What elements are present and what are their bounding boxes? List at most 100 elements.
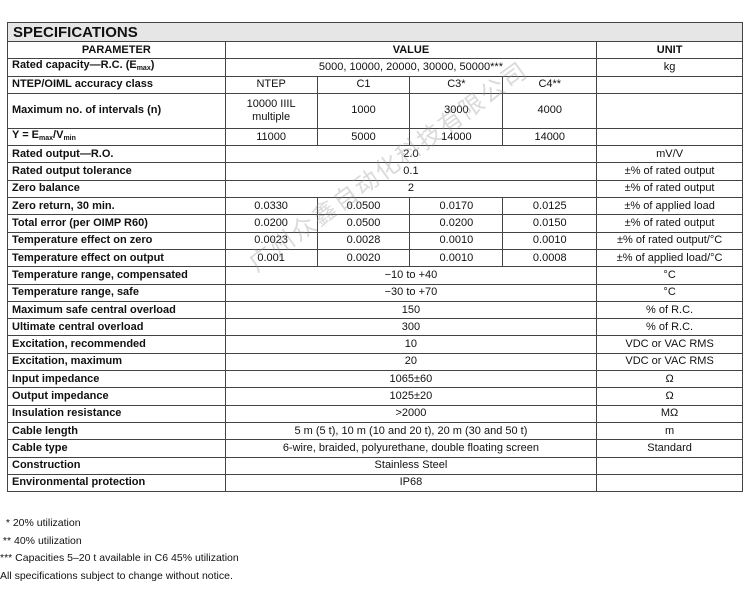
value-cell: C1 xyxy=(316,75,411,94)
table-title: SPECIFICATIONS xyxy=(7,22,743,42)
value-cell: −10 to +40 xyxy=(224,266,598,285)
table-row: Cable type 6-wire, braided, polyurethane,… xyxy=(7,439,743,458)
unit-cell xyxy=(596,75,743,94)
unit-cell: VDC or VAC RMS xyxy=(596,335,743,354)
param-label: Construction xyxy=(7,456,226,475)
value-cell: 0.0170 xyxy=(409,197,504,216)
table-row: Ultimate central overload 300% of R.C. xyxy=(7,318,743,337)
table-row: Environmental protection IP68 xyxy=(7,473,743,493)
value-cell: 0.0200 xyxy=(409,214,504,233)
param-label: NTEP/OIML accuracy class xyxy=(7,75,226,94)
table-row: Input impedance 1065±60 Ω xyxy=(7,370,743,389)
unit-cell: Standard xyxy=(596,439,743,458)
unit-cell: °C xyxy=(596,266,743,285)
value-cell: 0.0500 xyxy=(316,197,411,216)
table-row: Cable length 5 m (5 t), 10 m (10 and 20 t… xyxy=(7,421,743,441)
table-row: Construction Stainless Steel xyxy=(7,456,743,475)
unit-cell: kg xyxy=(596,58,743,77)
header-unit: UNIT xyxy=(596,40,743,60)
footnote: * 20% utilization xyxy=(0,517,81,529)
value-cell: 0.0010 xyxy=(409,248,504,268)
param-label: Ultimate central overload xyxy=(7,318,226,337)
value-cell: 5000, 10000, 20000, 30000, 50000*** xyxy=(224,58,598,77)
param-label: Maximum no. of intervals (n) xyxy=(7,92,226,129)
param-label: Excitation, recommended xyxy=(7,335,226,354)
specifications-table: SPECIFICATIONS PARAMETER VALUE UNIT Rated … xyxy=(7,22,743,493)
param-label: Zero balance xyxy=(7,179,226,199)
unit-cell xyxy=(596,456,743,475)
value-cell: C3* xyxy=(409,75,504,94)
param-label: Maximum safe central overload xyxy=(7,300,226,320)
unit-cell: % of R.C. xyxy=(596,318,743,337)
header-value: VALUE xyxy=(224,40,598,60)
table-row: Total error (per OIMP R60) 0.0200 0.0500 0.… xyxy=(7,214,743,233)
param-label: Rated capacity—R.C. (Emax) xyxy=(7,58,226,77)
value-cell: Stainless Steel xyxy=(224,456,598,475)
table-row: Zero return, 30 min. 0.0330 0.0500 0.0170 0.… xyxy=(7,197,743,216)
unit-cell: Ω xyxy=(596,387,743,406)
value-cell: C4** xyxy=(502,75,598,94)
param-label: Total error (per OIMP R60) xyxy=(7,214,226,233)
table-row: Rated output—R.O. 2.0 mV/V xyxy=(7,145,743,164)
table-row: Temperature range, safe −30 to +70 °C xyxy=(7,283,743,302)
param-label: Environmental protection xyxy=(7,473,226,493)
footnote: *** Capacities 5–20 t available in C6 45… xyxy=(0,552,239,565)
value-cell: 0.0010 xyxy=(502,231,598,250)
unit-cell: ±% of rated output xyxy=(596,179,743,199)
value-cell: 0.0500 xyxy=(316,214,411,233)
value-cell: 5000 xyxy=(316,127,411,147)
param-label: Insulation resistance xyxy=(7,404,226,423)
table-row: Maximum no. of intervals (n) 10000 IIIL m… xyxy=(7,92,743,129)
value-cell: 5 m (5 t), 10 m (10 and 20 t), 20 m (30 … xyxy=(224,421,598,441)
value-cell: 0.0028 xyxy=(316,231,411,250)
value-cell: 0.1 xyxy=(224,162,598,181)
value-cell: 2 xyxy=(224,179,598,199)
unit-cell: ±% of rated output xyxy=(596,162,743,181)
table-row: NTEP/OIML accuracy class NTEP C1 C3* C4** xyxy=(7,75,743,94)
unit-cell: Ω xyxy=(596,370,743,389)
table-row: Rated output tolerance 0.1 ±% of rated out… xyxy=(7,162,743,181)
table-row: Temperature effect on zero 0.0023 0.0028 0.… xyxy=(7,231,743,250)
value-cell: 11000 xyxy=(224,127,318,147)
value-cell: 10000 IIIL multiple xyxy=(224,92,318,129)
footnotes: * 20% utilization ** 40% utilization ***… xyxy=(0,515,239,586)
unit-cell: ±% of applied load xyxy=(596,197,743,216)
param-label: Rated output—R.O. xyxy=(7,145,226,164)
unit-cell: m xyxy=(596,421,743,441)
unit-cell: MΩ xyxy=(596,404,743,423)
value-cell: 0.0020 xyxy=(316,248,411,268)
footnote: ** 40% utilization xyxy=(0,534,82,547)
value-cell: 1025±20 xyxy=(224,387,598,406)
unit-cell: ±% of applied load/°C xyxy=(596,248,743,268)
param-label: Temperature effect on zero xyxy=(7,231,226,250)
value-cell: 10 xyxy=(224,335,598,354)
table-row: Maximum safe central overload 150% of R.C… xyxy=(7,300,743,320)
param-label: Input impedance xyxy=(7,370,226,389)
unit-cell: ±% of rated output xyxy=(596,214,743,233)
unit-cell: ±% of rated output/°C xyxy=(596,231,743,250)
value-cell: 6-wire, braided, polyurethane, double fl… xyxy=(224,439,598,458)
unit-cell xyxy=(596,473,743,493)
value-cell: 14000 xyxy=(409,127,504,147)
unit-cell: °C xyxy=(596,283,743,302)
value-cell: 0.0200 xyxy=(224,214,318,233)
value-cell: 0.0023 xyxy=(224,231,318,250)
table-row: Insulation resistance >2000 MΩ xyxy=(7,404,743,423)
param-label: Temperature effect on output xyxy=(7,248,226,268)
param-label: Output impedance xyxy=(7,387,226,406)
value-cell: 2.0 xyxy=(224,145,598,164)
unit-cell xyxy=(596,92,743,129)
param-label: Temperature range, safe xyxy=(7,283,226,302)
value-cell: NTEP xyxy=(224,75,318,94)
header-parameter: PARAMETER xyxy=(7,40,226,60)
value-cell: 1000 xyxy=(316,92,411,129)
value-cell: IP68 xyxy=(224,473,598,493)
value-cell: 1065±60 xyxy=(224,370,598,389)
param-label: Y = Emax/Vmin xyxy=(7,127,226,147)
footnote: All specifications subject to change wit… xyxy=(0,570,233,583)
table-row: Zero balance 2 ±% of rated output xyxy=(7,179,743,199)
table-row: Excitation, maximum 20 VDC or VAC RMS xyxy=(7,352,743,372)
value-cell: 0.001 xyxy=(224,248,318,268)
unit-cell: mV/V xyxy=(596,145,743,164)
table-row: Excitation, recommended 10 VDC or VAC RMS xyxy=(7,335,743,354)
